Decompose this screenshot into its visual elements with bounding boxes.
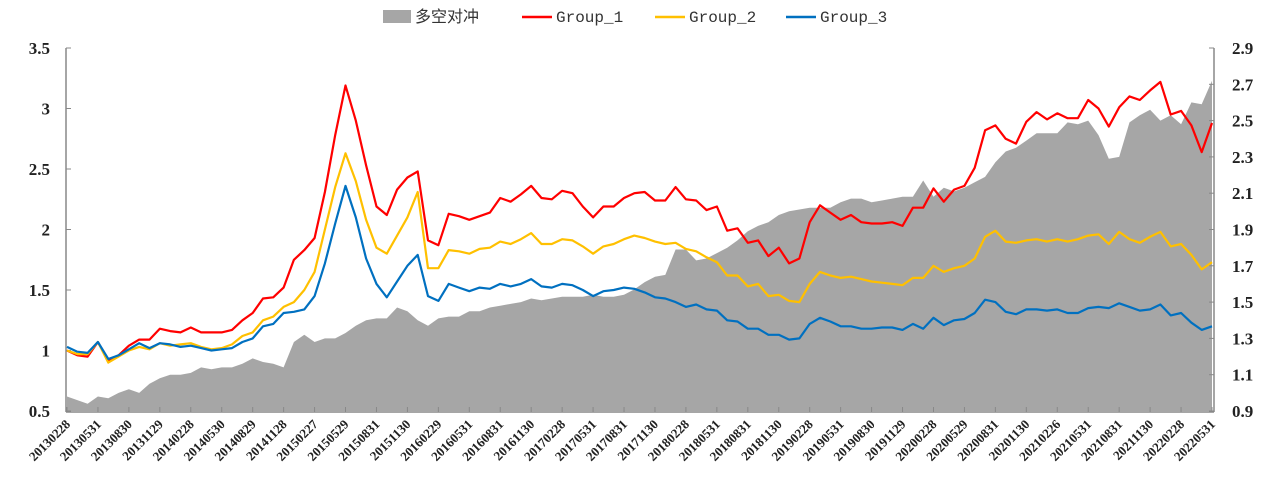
right-tick-label: 2.7 xyxy=(1232,75,1254,94)
left-tick-label: 1 xyxy=(42,342,51,361)
left-tick-label: 3.5 xyxy=(29,39,50,58)
left-tick-label: 1.5 xyxy=(29,281,50,300)
line-series-group-2 xyxy=(66,152,1213,364)
left-tick-label: 0.5 xyxy=(29,402,50,421)
legend-label-group-1: Group_1 xyxy=(556,9,623,27)
area-layer xyxy=(67,80,1212,411)
right-tick-label: 2.1 xyxy=(1232,184,1253,203)
right-tick-label: 1.5 xyxy=(1232,293,1253,312)
line-series-group-3 xyxy=(66,184,1213,361)
right-tick-label: 1.7 xyxy=(1232,257,1254,276)
line-series-group-1 xyxy=(66,80,1214,362)
right-tick-label: 0.9 xyxy=(1232,402,1253,421)
right-tick-label: 1.1 xyxy=(1232,366,1253,385)
right-tick-label: 2.3 xyxy=(1232,148,1253,167)
legend-label-area: 多空对冲 xyxy=(415,8,479,27)
right-tick-label: 1.9 xyxy=(1232,221,1253,240)
right-tick-label: 2.5 xyxy=(1232,112,1253,131)
legend-label-group-3: Group_3 xyxy=(820,9,887,27)
line-layer xyxy=(66,80,1214,364)
right-tick-label: 2.9 xyxy=(1232,39,1253,58)
legend-label-group-2: Group_2 xyxy=(689,9,756,27)
legend-swatch-area xyxy=(383,10,411,23)
legend: 多空对冲 Group_1 Group_2 Group_3 xyxy=(383,8,887,27)
right-tick-label: 1.3 xyxy=(1232,329,1253,348)
left-tick-label: 2 xyxy=(42,221,51,240)
area-series-long-short xyxy=(67,80,1212,411)
left-tick-label: 2.5 xyxy=(29,160,50,179)
left-tick-label: 3 xyxy=(42,100,51,119)
